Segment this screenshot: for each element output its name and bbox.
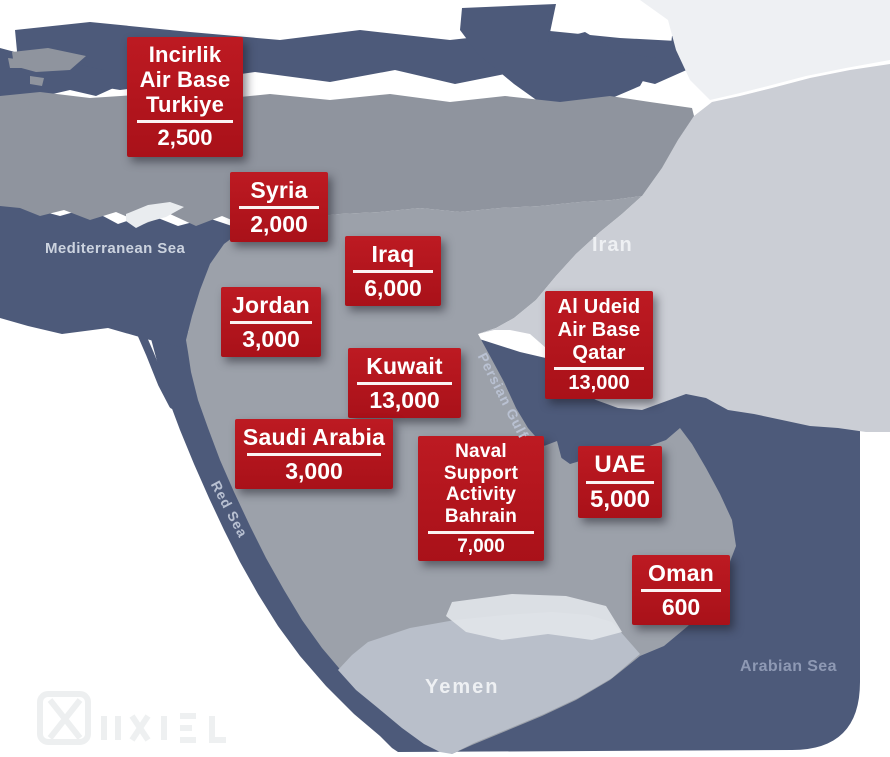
base-name-line: UAE xyxy=(594,451,646,478)
base-name-line: Saudi Arabia xyxy=(242,424,386,450)
arabian-sea-label: Arabian Sea xyxy=(740,658,837,675)
base-label-iraq: Iraq 6,000 xyxy=(345,236,441,306)
troop-count: 600 xyxy=(661,594,701,621)
base-name-line: Jordan xyxy=(232,292,310,318)
underline xyxy=(428,530,534,534)
base-label-kuwait: Kuwait 13,000 xyxy=(348,348,461,418)
northeast-light-region xyxy=(640,0,890,100)
qatar-peninsula xyxy=(544,441,563,487)
iran-label: Iran xyxy=(592,234,633,256)
base-name-line: Support xyxy=(443,462,519,484)
base-name-line: Incirlik xyxy=(148,42,222,67)
troop-count: 13,000 xyxy=(568,372,630,395)
underline xyxy=(238,206,320,210)
base-name-line: Oman xyxy=(648,560,714,586)
troop-count: 3,000 xyxy=(242,326,300,353)
cyprus-island xyxy=(126,202,184,228)
base-label-nsa-bahrain: Naval Support Activity Bahrain 7,000 xyxy=(418,436,544,562)
underline xyxy=(247,453,381,457)
underline xyxy=(640,589,722,593)
yemen-shape xyxy=(338,612,640,754)
base-name-line: Air Base xyxy=(557,318,641,341)
troop-count: 13,000 xyxy=(369,387,440,414)
troop-count: 2,000 xyxy=(250,211,308,238)
troop-count: 5,000 xyxy=(589,486,651,514)
base-name-line: Turkiye xyxy=(145,92,225,118)
base-label-saudi-arabia: Saudi Arabia 3,000 xyxy=(235,419,393,489)
base-label-oman: Oman 600 xyxy=(632,555,730,625)
troop-count: 6,000 xyxy=(364,275,422,302)
underline xyxy=(353,270,433,274)
base-label-al-udeid-qatar: Al Udeid Air Base Qatar 13,000 xyxy=(545,291,653,400)
aegean-islands xyxy=(8,58,44,110)
thrace-shape xyxy=(12,48,86,72)
yemen-label: Yemen xyxy=(425,676,500,698)
gulf-of-suez xyxy=(136,327,177,409)
base-name-line: Bahrain xyxy=(444,505,518,527)
base-label-jordan: Jordan 3,000 xyxy=(221,287,321,357)
underline xyxy=(229,321,313,325)
watermark-logo xyxy=(37,691,226,745)
troop-count: 2,500 xyxy=(157,125,213,151)
base-name-line: Air Base xyxy=(139,67,231,93)
base-name-line: Kuwait xyxy=(366,353,443,379)
underline xyxy=(136,120,234,124)
underline xyxy=(357,382,452,386)
base-name-line: Naval xyxy=(455,441,507,462)
base-name-line: Iraq xyxy=(371,241,415,267)
base-label-uae: UAE 5,000 xyxy=(578,446,662,518)
troop-count: 3,000 xyxy=(285,458,343,485)
base-name-line: Activity xyxy=(445,484,517,506)
mediterranean-sea-label: Mediterranean Sea xyxy=(45,240,186,257)
base-label-syria: Syria 2,000 xyxy=(230,172,328,242)
troop-count: 7,000 xyxy=(457,535,505,557)
base-name-line: Syria xyxy=(250,177,308,203)
mediterranean-sea-shape xyxy=(0,204,262,348)
desert-light-patch xyxy=(446,594,622,640)
underline xyxy=(585,481,655,485)
underline xyxy=(554,367,644,371)
base-name-line: Al Udeid xyxy=(557,296,641,318)
base-name-line: Qatar xyxy=(572,341,626,364)
base-label-incirlik-turkiye: Incirlik Air Base Turkiye 2,500 xyxy=(127,37,243,157)
